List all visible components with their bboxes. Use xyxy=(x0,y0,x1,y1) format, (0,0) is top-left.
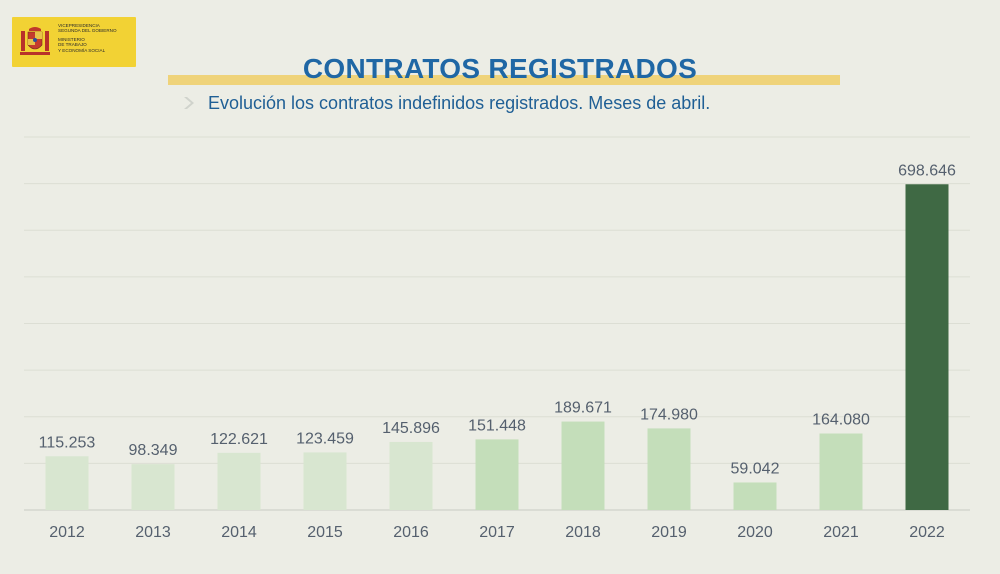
bar-2013 xyxy=(131,464,175,510)
x-tick-label-2015: 2015 xyxy=(307,524,343,541)
bar-2014 xyxy=(217,452,261,510)
bar-2019 xyxy=(647,428,691,510)
bar-2022 xyxy=(905,184,949,511)
x-tick-label-2013: 2013 xyxy=(135,524,171,541)
coat-of-arms-icon xyxy=(20,27,50,55)
data-label-2022: 698.646 xyxy=(898,162,956,179)
data-label-2020: 59.042 xyxy=(731,460,780,477)
x-tick-label-2016: 2016 xyxy=(393,524,429,541)
x-tick-label-2019: 2019 xyxy=(651,524,687,541)
x-tick-label-2012: 2012 xyxy=(49,524,85,541)
bar-2016 xyxy=(389,441,433,510)
bar-2017 xyxy=(475,439,519,510)
chevron-right-icon xyxy=(184,97,194,109)
data-label-2019: 174.980 xyxy=(640,406,698,423)
data-label-2018: 189.671 xyxy=(554,400,612,417)
bar-2020 xyxy=(733,482,777,510)
logo-text: VICEPRESIDENCIA SEGUNDA DEL GOBIERNO MIN… xyxy=(58,23,117,53)
chart-subtitle: Evolución los contratos indefinidos regi… xyxy=(208,92,711,113)
x-tick-label-2022: 2022 xyxy=(909,524,945,541)
x-tick-label-2018: 2018 xyxy=(565,524,601,541)
data-label-2016: 145.896 xyxy=(382,420,440,437)
subtitle-row: Evolución los contratos indefinidos regi… xyxy=(180,91,710,115)
data-label-2012: 115.253 xyxy=(39,434,96,451)
chart-title: CONTRATOS REGISTRADOS xyxy=(302,53,698,84)
data-label-2021: 164.080 xyxy=(812,411,870,428)
bar-2018 xyxy=(561,421,605,510)
data-label-2014: 122.621 xyxy=(210,431,268,448)
bar-2015 xyxy=(303,452,347,510)
x-tick-label-2014: 2014 xyxy=(221,524,257,541)
data-label-2013: 98.349 xyxy=(129,442,178,459)
ministry-logo: VICEPRESIDENCIA SEGUNDA DEL GOBIERNO MIN… xyxy=(12,17,136,67)
bar-2012 xyxy=(45,456,89,510)
bar-2021 xyxy=(819,433,863,510)
data-label-2015: 123.459 xyxy=(296,430,354,447)
x-tick-label-2017: 2017 xyxy=(479,524,515,541)
x-tick-label-2020: 2020 xyxy=(737,524,773,541)
data-label-2017: 151.448 xyxy=(468,417,526,434)
x-tick-label-2021: 2021 xyxy=(823,524,859,541)
title-underline xyxy=(168,75,840,85)
